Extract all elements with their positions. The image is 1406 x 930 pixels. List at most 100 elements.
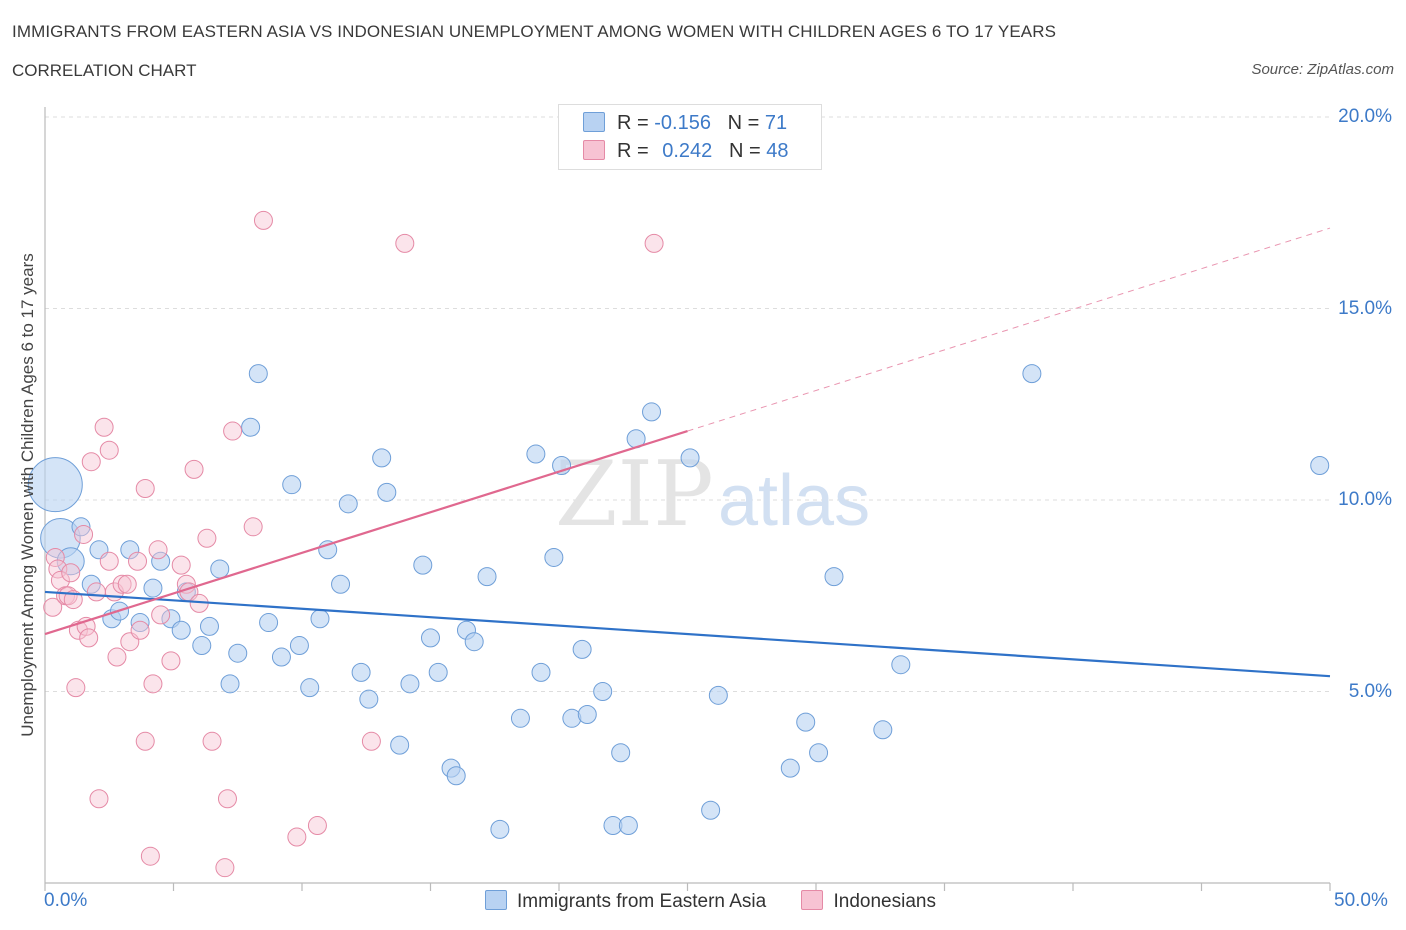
indonesian-point <box>50 570 70 590</box>
eastern-asia-point <box>377 482 397 502</box>
eastern-asia-point <box>824 567 844 587</box>
eastern-asia-point <box>130 613 150 633</box>
indonesian-trend-line <box>44 430 688 636</box>
eastern-asia-point <box>611 743 631 763</box>
eastern-asia-point <box>143 578 163 598</box>
eastern-asia-point <box>708 685 728 705</box>
legend-swatch-blue <box>583 112 605 132</box>
eastern-asia-point <box>199 616 219 636</box>
x-tick-label-min: 0.0% <box>44 890 88 911</box>
eastern-asia-point <box>27 457 83 513</box>
indonesian-point <box>58 586 78 606</box>
legend-swatch-pink <box>801 890 824 910</box>
eastern-asia-point <box>372 448 392 468</box>
eastern-asia-point <box>510 708 530 728</box>
eastern-asia-point <box>1310 456 1330 476</box>
eastern-asia-point <box>490 819 510 839</box>
eastern-asia-point <box>210 559 230 579</box>
y-tick-label: 20.0% <box>1338 106 1392 127</box>
indonesian-point <box>43 597 63 617</box>
eastern-asia-point <box>1022 364 1042 384</box>
indonesian-point <box>74 524 94 544</box>
eastern-asia-point <box>873 720 893 740</box>
y-tick-label: 5.0% <box>1348 680 1392 702</box>
indonesian-point <box>99 551 119 571</box>
eastern-asia-point <box>71 517 91 537</box>
legend-n-label: N = <box>727 112 760 134</box>
eastern-asia-point <box>809 743 829 763</box>
indonesian-point <box>287 827 307 847</box>
eastern-asia-point <box>464 632 484 652</box>
eastern-asia-point <box>572 639 592 659</box>
indonesian-point <box>171 555 191 575</box>
legend-r-value: -0.156 <box>654 112 711 134</box>
indonesian-point <box>217 789 237 809</box>
series-legend: Immigrants from Eastern Asia Indonesians <box>485 890 966 913</box>
indonesian-point <box>215 858 235 878</box>
eastern-asia-point <box>680 448 700 468</box>
legend-row-eastern-asia: R = -0.156 N = 71 <box>583 112 787 136</box>
indonesian-point <box>243 517 263 537</box>
indonesian-point <box>61 563 81 583</box>
legend-label: Immigrants from Eastern Asia <box>517 891 767 912</box>
eastern-asia-point <box>701 800 721 820</box>
indonesian-point <box>143 674 163 694</box>
indonesian-point <box>307 816 327 836</box>
legend-label: Indonesians <box>833 891 936 912</box>
eastern-asia-point <box>446 766 466 786</box>
eastern-asia-point <box>241 417 261 437</box>
eastern-asia-point <box>544 547 564 567</box>
eastern-asia-point <box>282 475 302 495</box>
indonesian-point <box>66 678 86 698</box>
trend-lines <box>44 227 1331 678</box>
eastern-asia-point <box>526 444 546 464</box>
eastern-asia-point <box>351 662 371 682</box>
eastern-asia-trend-line <box>44 590 1331 678</box>
eastern-asia-point <box>192 636 212 656</box>
indonesian-point <box>253 210 273 230</box>
eastern-asia-point <box>428 662 448 682</box>
indonesian-point <box>79 628 99 648</box>
indonesian-point <box>395 233 415 253</box>
chart-title: IMMIGRANTS FROM EASTERN ASIA VS INDONESI… <box>12 22 1057 41</box>
indonesian-point <box>94 417 114 437</box>
eastern-asia-point <box>228 643 248 663</box>
eastern-asia-point <box>421 628 440 648</box>
indonesian-point <box>197 528 217 548</box>
eastern-asia-point <box>271 647 291 667</box>
source-credit: Source: ZipAtlas.com <box>1251 61 1394 78</box>
chart-subtitle: CORRELATION CHART <box>12 61 197 80</box>
watermark-atlas: atlas <box>718 461 870 541</box>
indonesian-point <box>135 479 155 499</box>
legend-r-label: R = <box>617 112 649 134</box>
eastern-asia-point <box>338 494 358 514</box>
eastern-asia-point <box>618 816 638 836</box>
eastern-asia-point <box>248 364 268 384</box>
eastern-asia-point <box>300 678 320 698</box>
eastern-asia-point <box>413 555 433 575</box>
legend-n-value: 48 <box>766 140 789 162</box>
indonesian-point <box>130 620 150 640</box>
eastern-asia-point <box>400 674 420 694</box>
legend-row-indonesians: R = 0.242 N = 48 <box>583 140 788 164</box>
legend-swatch-blue <box>485 890 507 910</box>
indonesian-trend-extension <box>687 227 1331 432</box>
indonesian-point <box>644 233 664 253</box>
legend-item-eastern-asia: Immigrants from Eastern Asia <box>485 890 766 913</box>
eastern-asia-point <box>390 735 410 755</box>
indonesian-point <box>161 651 181 671</box>
eastern-asia-point <box>151 551 171 571</box>
eastern-asia-point <box>531 662 551 682</box>
legend-item-indonesians: Indonesians <box>801 890 936 913</box>
eastern-asia-point <box>331 574 351 594</box>
legend-r-label: R = <box>617 140 649 162</box>
eastern-asia-point <box>359 689 379 709</box>
eastern-asia-point <box>477 567 497 587</box>
indonesian-point <box>151 605 171 625</box>
indonesian-point <box>48 559 68 579</box>
eastern-asia-point <box>171 620 191 640</box>
y-tick-label: 15.0% <box>1338 297 1392 319</box>
legend-r-value: 0.242 <box>662 140 713 162</box>
indonesian-point <box>148 540 168 560</box>
